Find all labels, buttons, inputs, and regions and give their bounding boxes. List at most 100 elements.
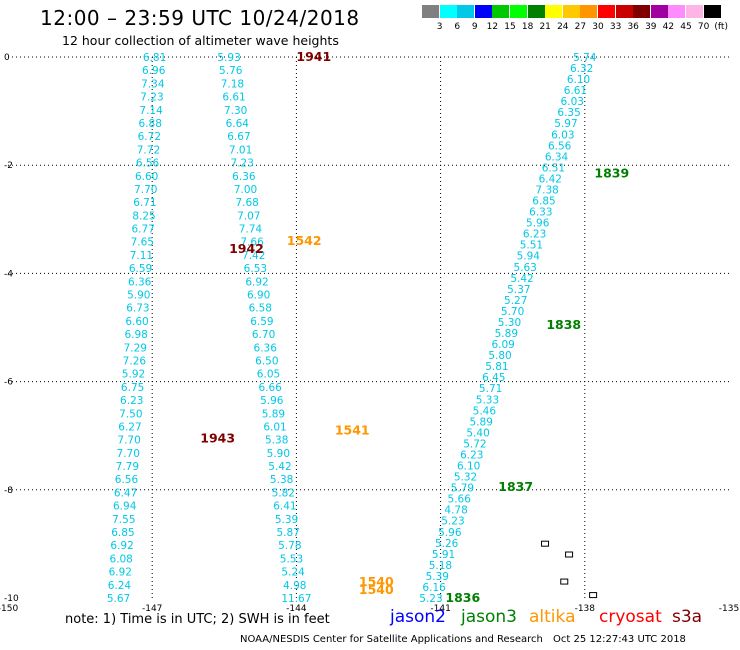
wave-height-value: 6.36 bbox=[232, 171, 256, 183]
colorbar-label: 3 bbox=[436, 22, 443, 32]
wave-height-value: 6.85 bbox=[532, 196, 555, 208]
wave-height-value: 7.38 bbox=[535, 184, 558, 196]
island-outline bbox=[589, 592, 598, 599]
wave-height-value: 6.66 bbox=[258, 382, 282, 394]
wave-height-value: 6.61 bbox=[564, 85, 587, 97]
wave-height-value: 7.70 bbox=[134, 184, 157, 196]
wave-height-value: 11.67 bbox=[281, 593, 311, 605]
x-tick-label: -135 bbox=[719, 604, 739, 614]
wave-height-value: 6.10 bbox=[567, 74, 590, 86]
wave-height-value: 6.36 bbox=[128, 276, 152, 288]
colorbar-swatch bbox=[686, 5, 703, 18]
pass-time-label: 1836 bbox=[445, 590, 480, 605]
colorbar-swatch bbox=[457, 5, 475, 18]
wave-height-value: 8.25 bbox=[132, 210, 155, 222]
wave-height-value: 6.03 bbox=[551, 129, 574, 141]
wave-height-value: 7.01 bbox=[229, 144, 252, 156]
wave-height-value: 5.18 bbox=[429, 560, 452, 572]
pass-time-label: 1838 bbox=[546, 317, 581, 332]
colorbar-swatch bbox=[492, 5, 510, 18]
wave-height-value: 5.92 bbox=[122, 369, 145, 381]
wave-height-value: 7.30 bbox=[224, 105, 247, 117]
wave-height-value: 5.74 bbox=[573, 52, 597, 64]
wave-height-value: 5.72 bbox=[463, 438, 486, 450]
pass-time-label: 1540 bbox=[359, 574, 394, 589]
colorbar-swatch bbox=[703, 5, 721, 18]
wave-height-value: 6.64 bbox=[226, 118, 250, 130]
colorbar-swatch bbox=[510, 5, 527, 18]
wave-height-value: 6.09 bbox=[491, 339, 514, 351]
wave-height-value: 5.27 bbox=[504, 295, 527, 307]
wave-height-value: 5.40 bbox=[466, 427, 489, 439]
colorbar-label: 33 bbox=[609, 22, 622, 32]
wave-height-value: 6.32 bbox=[570, 63, 593, 75]
wave-height-value: 6.27 bbox=[118, 421, 141, 433]
wave-height-value: 7.23 bbox=[140, 92, 163, 104]
wave-height-value: 5.23 bbox=[419, 593, 442, 605]
colorbar-label: 21 bbox=[539, 22, 551, 32]
y-tick-label: 0 bbox=[4, 53, 10, 63]
colorbar-swatch bbox=[527, 5, 545, 18]
island-outline bbox=[560, 578, 569, 585]
wave-height-value: 5.78 bbox=[278, 540, 301, 552]
wave-height-value: 6.59 bbox=[250, 316, 273, 328]
wave-height-value: 5.93 bbox=[217, 52, 240, 64]
wave-height-value: 6.16 bbox=[422, 582, 446, 594]
wave-height-value: 6.92 bbox=[110, 540, 133, 552]
wave-height-value: 6.81 bbox=[143, 52, 166, 64]
x-tick-label: -144 bbox=[286, 604, 307, 614]
wave-height-value: 6.42 bbox=[539, 173, 562, 185]
wave-height-value: 6.90 bbox=[247, 290, 270, 302]
x-tick-label: -141 bbox=[430, 604, 450, 614]
colorbar-swatch bbox=[580, 5, 598, 18]
map-subtitle: 12 hour collection of altimeter wave hei… bbox=[62, 33, 339, 48]
x-tick-label: -138 bbox=[575, 604, 596, 614]
wave-height-value: 6.70 bbox=[252, 329, 275, 341]
wave-height-value: 7.66 bbox=[240, 237, 264, 249]
colorbar-label: 24 bbox=[557, 22, 569, 32]
wave-height-value: 7.23 bbox=[231, 158, 254, 170]
pass-time-label: 1942 bbox=[229, 241, 264, 256]
colorbar-label: 27 bbox=[574, 22, 587, 32]
wave-height-value: 7.34 bbox=[141, 78, 165, 90]
wave-height-value: 6.67 bbox=[227, 131, 250, 143]
wave-height-value: 5.37 bbox=[507, 284, 530, 296]
wave-height-value: 5.87 bbox=[276, 527, 299, 539]
wave-height-value: 5.46 bbox=[473, 405, 497, 417]
wave-height-value: 7.14 bbox=[139, 105, 163, 117]
y-tick-label: -4 bbox=[4, 269, 13, 279]
wave-height-value: 6.56 bbox=[136, 158, 160, 170]
wave-height-value: 5.91 bbox=[432, 549, 455, 561]
wave-height-value: 6.92 bbox=[109, 567, 132, 579]
colorbar-label: 9 bbox=[471, 22, 478, 32]
wave-height-value: 7.42 bbox=[242, 250, 265, 262]
wave-height-value: 5.76 bbox=[219, 65, 243, 77]
wave-height-value: 5.66 bbox=[448, 494, 472, 506]
colorbar-label: 30 bbox=[592, 22, 604, 32]
colorbar-swatch bbox=[650, 5, 668, 18]
wave-height-value: 6.75 bbox=[121, 382, 144, 394]
colorbar-label: (ft) bbox=[714, 22, 728, 32]
wave-height-value: 5.38 bbox=[270, 474, 293, 486]
wave-height-value: 6.53 bbox=[244, 263, 267, 275]
wave-height-value: 6.98 bbox=[124, 329, 147, 341]
wave-height-value: 7.65 bbox=[131, 237, 154, 249]
wave-height-value: 6.33 bbox=[529, 207, 552, 219]
colorbar-label: 36 bbox=[627, 22, 639, 32]
wave-height-value: 5.67 bbox=[107, 593, 130, 605]
wave-height-value: 5.89 bbox=[262, 408, 285, 420]
wave-height-value: 6.41 bbox=[273, 501, 296, 513]
wave-height-value: 5.81 bbox=[485, 361, 508, 373]
pass-time-label: 1541 bbox=[335, 422, 370, 437]
pass-time-label: 1540 bbox=[359, 582, 394, 597]
legend-item-jason2: jason2 bbox=[390, 607, 446, 627]
wave-height-value: 5.53 bbox=[280, 553, 303, 565]
wave-height-value: 6.60 bbox=[135, 171, 158, 183]
colorbar-label: 15 bbox=[504, 22, 516, 32]
wave-height-value: 7.55 bbox=[112, 514, 135, 526]
wave-height-value: 6.36 bbox=[254, 342, 278, 354]
pass-time-label: 1839 bbox=[594, 165, 629, 180]
wave-height-value: 6.73 bbox=[126, 303, 149, 315]
generation-timestamp: Oct 25 12:27:43 UTC 2018 bbox=[553, 634, 686, 645]
wave-height-value: 6.47 bbox=[114, 487, 137, 499]
